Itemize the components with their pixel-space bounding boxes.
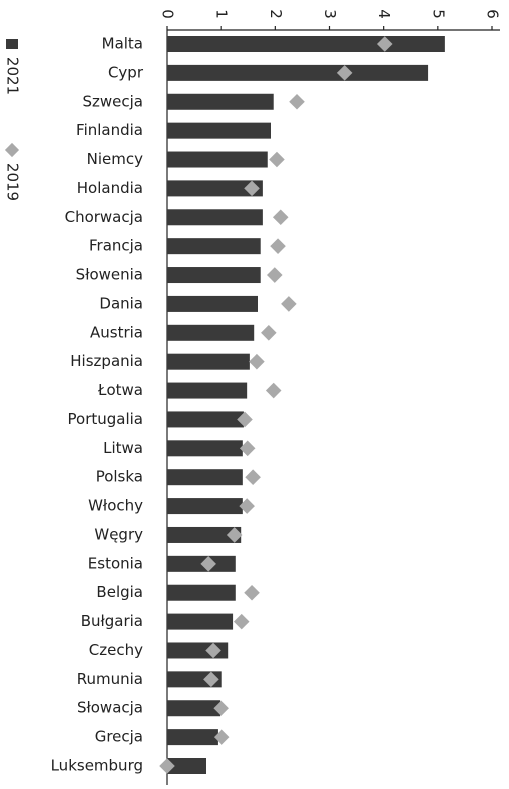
y-tick-label: Szwecja bbox=[83, 92, 144, 110]
bar bbox=[167, 209, 263, 226]
diamond bbox=[281, 296, 297, 312]
y-tick-label: Hiszpania bbox=[70, 352, 143, 370]
x-tick-label: 4 bbox=[375, 9, 393, 19]
y-tick-label: Francja bbox=[89, 237, 143, 255]
bar bbox=[167, 180, 263, 197]
y-tick-label: Rumunia bbox=[77, 670, 143, 688]
bar bbox=[167, 469, 243, 486]
legend-swatch bbox=[6, 39, 18, 49]
bar bbox=[167, 353, 250, 370]
y-tick-label: Holandia bbox=[77, 179, 143, 197]
bar bbox=[167, 526, 242, 543]
diamond bbox=[245, 469, 261, 485]
diamond bbox=[249, 353, 265, 370]
diamond bbox=[269, 151, 285, 168]
y-tick-label: Dania bbox=[99, 294, 143, 312]
diamond bbox=[261, 325, 277, 341]
x-tick-label: 5 bbox=[429, 9, 447, 19]
y-tick-label: Estonia bbox=[88, 554, 143, 572]
y-tick-label: Cypr bbox=[108, 63, 144, 81]
bar bbox=[167, 64, 429, 81]
bar bbox=[167, 295, 258, 312]
diamond bbox=[265, 382, 282, 399]
bar bbox=[167, 729, 218, 746]
bar bbox=[167, 93, 274, 110]
bar bbox=[167, 498, 243, 515]
y-tick-label: Niemcy bbox=[87, 150, 143, 168]
diamond bbox=[244, 584, 260, 601]
bar bbox=[167, 613, 234, 630]
y-tick-label: Łotwa bbox=[97, 381, 143, 399]
legend-label: 2019 bbox=[4, 163, 22, 201]
y-tick-label: Grecja bbox=[95, 728, 143, 746]
y-tick-label: Luksemburg bbox=[51, 757, 143, 775]
bar bbox=[167, 122, 271, 139]
bar bbox=[167, 758, 206, 774]
bar bbox=[167, 267, 261, 284]
y-tick-label: Chorwacja bbox=[65, 208, 143, 226]
y-tick-label: Czechy bbox=[89, 641, 143, 659]
bar bbox=[167, 584, 236, 601]
y-tick-label: Słowacja bbox=[77, 699, 143, 717]
y-tick-label: Portugalia bbox=[68, 410, 143, 428]
y-tick-label: Bułgaria bbox=[81, 612, 143, 630]
y-tick-label: Austria bbox=[90, 323, 143, 341]
bar bbox=[167, 324, 255, 341]
bar bbox=[167, 411, 244, 428]
y-tick-label: Finlandia bbox=[76, 121, 143, 139]
bar bbox=[167, 440, 243, 457]
y-tick-label: Litwa bbox=[103, 439, 143, 457]
bar bbox=[167, 382, 248, 399]
bar bbox=[167, 36, 445, 52]
y-tick-label: Włochy bbox=[88, 497, 143, 515]
y-tick-label: Węgry bbox=[94, 525, 143, 543]
x-tick-label: 6 bbox=[484, 9, 502, 19]
y-tick-label: Polska bbox=[96, 468, 143, 486]
x-tick-label: 3 bbox=[321, 9, 339, 19]
diamond bbox=[267, 267, 283, 283]
diamond bbox=[244, 180, 260, 197]
bar bbox=[167, 700, 221, 717]
diamond bbox=[289, 93, 305, 110]
x-tick-label: 2 bbox=[267, 9, 285, 19]
y-tick-label: Belgia bbox=[96, 583, 143, 601]
diamond bbox=[233, 613, 250, 630]
y-tick-label: Malta bbox=[102, 35, 143, 53]
y-tick-label: Słowenia bbox=[76, 266, 143, 284]
x-tick-label: 0 bbox=[159, 9, 177, 19]
bar bbox=[167, 151, 268, 168]
diamond bbox=[272, 209, 289, 226]
bar bbox=[167, 238, 261, 255]
diamond bbox=[270, 238, 286, 254]
legend-swatch bbox=[4, 142, 20, 158]
legend-label: 2021 bbox=[4, 57, 22, 95]
x-tick-label: 1 bbox=[213, 9, 231, 19]
